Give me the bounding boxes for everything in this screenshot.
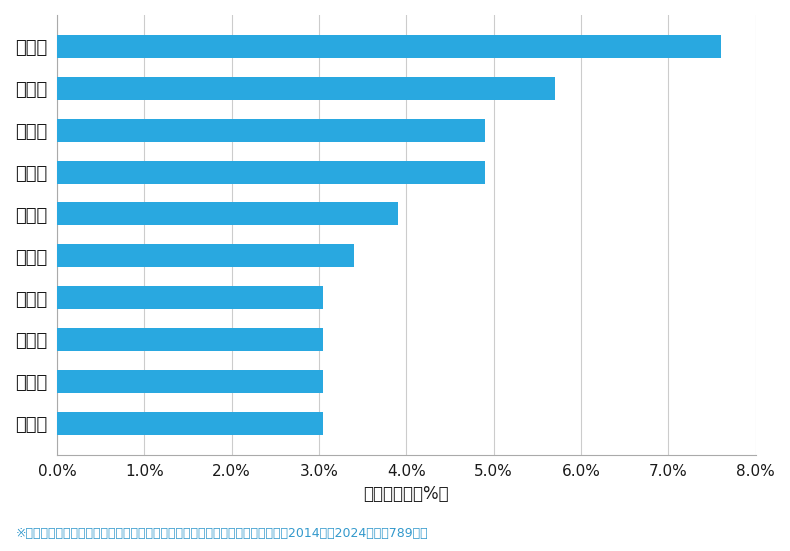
Bar — [57, 244, 354, 267]
Bar — [57, 77, 555, 100]
Text: ※弊社受付の案件を対象に、受付時に市区町村の回答があったものを集計（期間2014年～2024年、計789件）: ※弊社受付の案件を対象に、受付時に市区町村の回答があったものを集計（期間2014… — [16, 527, 428, 540]
Bar — [57, 118, 485, 142]
Bar — [57, 412, 323, 435]
Bar — [57, 35, 720, 58]
Bar — [57, 160, 485, 183]
Bar — [57, 286, 323, 309]
X-axis label: 件数の割合（%）: 件数の割合（%） — [363, 485, 449, 503]
Bar — [57, 328, 323, 351]
Bar — [57, 370, 323, 393]
Bar — [57, 202, 397, 225]
